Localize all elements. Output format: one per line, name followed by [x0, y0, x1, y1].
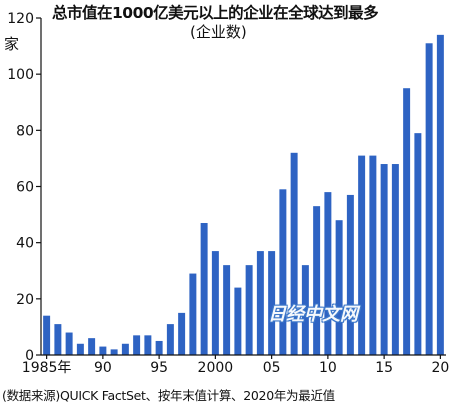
bar-2001 — [223, 265, 231, 355]
x-tick-label: 15 — [375, 360, 393, 376]
y-tick-label: 60 — [16, 180, 34, 196]
y-axis-unit-label: 家 — [4, 35, 20, 53]
x-tick-label: 10 — [319, 360, 337, 376]
bar-1994 — [144, 335, 152, 355]
bar-1998 — [189, 273, 197, 355]
x-tick-label: 05 — [263, 360, 281, 376]
bar-1993 — [133, 335, 141, 355]
y-tick-label: 100 — [7, 67, 34, 83]
bar-2019 — [425, 43, 433, 356]
bar-2013 — [358, 155, 366, 355]
y-tick-label: 0 — [25, 348, 34, 364]
bar-2014 — [369, 155, 377, 355]
y-tick-label: 20 — [16, 292, 34, 308]
bar-2002 — [234, 287, 242, 355]
bar-2016 — [391, 164, 399, 355]
bar-1992 — [121, 343, 129, 355]
source-note: (数据来源)QUICK FactSet、按年末值计算、2020年为最近值 — [2, 388, 335, 403]
x-tick-label: 20 — [431, 360, 449, 376]
bar-2008 — [301, 265, 309, 355]
x-tick-label: 90 — [94, 360, 112, 376]
bar-2000 — [211, 251, 219, 355]
bar-2004 — [256, 251, 264, 355]
watermark-logo: 日经中文网 — [268, 304, 358, 325]
bar-2005 — [268, 251, 276, 355]
bar-1988 — [76, 343, 84, 355]
bar-2018 — [414, 133, 422, 355]
bar-2012 — [346, 194, 354, 355]
x-tick-label: 1985年 — [22, 360, 72, 376]
bar-2007 — [290, 152, 298, 355]
bar-1991 — [110, 349, 118, 355]
bar-1986 — [54, 324, 62, 355]
bar-1996 — [166, 324, 174, 355]
y-tick-label: 40 — [16, 236, 34, 252]
bar-1987 — [65, 332, 73, 355]
chart-title: 总市值在1000亿美元以上的企业在全球达到最多 — [52, 4, 379, 22]
bar-1999 — [200, 223, 208, 355]
bar-1990 — [99, 346, 107, 355]
bar-2017 — [403, 88, 411, 355]
bar-2020 — [436, 34, 444, 355]
bar-2015 — [380, 164, 388, 355]
x-tick-label: 95 — [150, 360, 168, 376]
bar-2003 — [245, 265, 253, 355]
x-tick-label: 2000 — [198, 360, 234, 376]
bar-2011 — [335, 220, 343, 355]
bar-1995 — [155, 340, 163, 355]
bar-2009 — [313, 206, 321, 355]
bar-1989 — [88, 338, 96, 355]
bar-2010 — [324, 192, 332, 355]
bar-1997 — [178, 312, 186, 355]
y-tick-label: 120 — [7, 11, 34, 27]
bar-1985 — [43, 315, 51, 355]
chart-subtitle: (企业数) — [190, 23, 247, 41]
bar-2006 — [279, 189, 287, 355]
y-tick-label: 80 — [16, 123, 34, 139]
